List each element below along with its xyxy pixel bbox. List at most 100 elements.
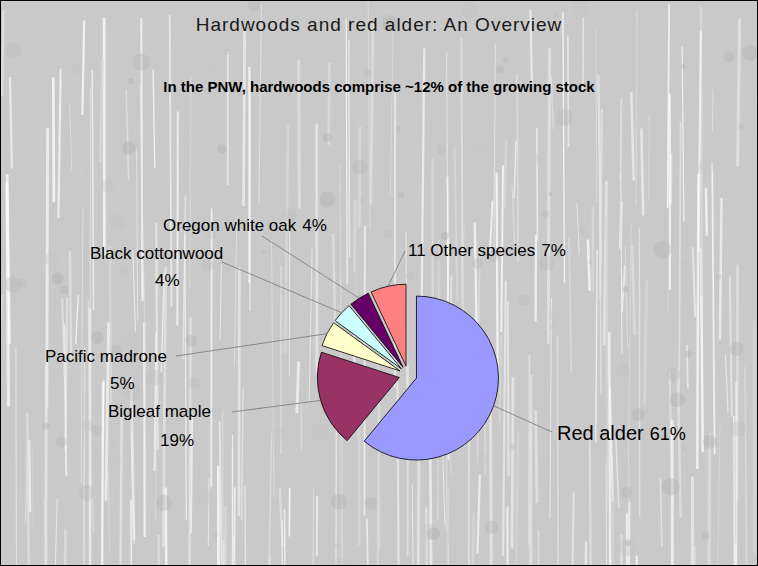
background-texture (147, 369, 163, 385)
background-texture (396, 126, 401, 131)
background-texture (455, 147, 458, 302)
background-texture (556, 109, 573, 126)
background-texture (52, 77, 55, 202)
background-texture (285, 509, 286, 566)
background-texture (248, 0, 261, 11)
background-texture (157, 535, 160, 566)
background-texture (44, 366, 47, 566)
background-texture (353, 200, 356, 272)
background-texture (632, 245, 635, 335)
background-texture (717, 422, 720, 566)
background-texture (269, 427, 285, 443)
background-texture (506, 301, 509, 476)
background-texture (343, 490, 348, 495)
background-texture (132, 54, 149, 71)
background-texture (285, 125, 288, 353)
background-texture (262, 250, 266, 254)
background-texture (156, 495, 172, 511)
background-texture (734, 416, 735, 566)
background-texture (70, 251, 71, 360)
background-texture (500, 335, 501, 423)
background-texture (141, 86, 144, 301)
background-texture (217, 144, 227, 154)
background-texture (224, 49, 231, 56)
background-texture (363, 69, 371, 77)
background-texture (509, 444, 515, 450)
background-texture (644, 280, 646, 405)
background-texture (712, 163, 714, 455)
category-label: Red alder (557, 422, 644, 444)
background-texture (378, 386, 379, 566)
background-texture (113, 456, 121, 464)
background-texture (693, 247, 695, 317)
background-texture (530, 153, 542, 165)
background-texture (327, 63, 330, 145)
background-texture (390, 18, 393, 197)
background-texture (144, 274, 146, 478)
background-texture (313, 504, 315, 566)
background-texture (367, 519, 368, 566)
background-texture (358, 127, 361, 228)
background-texture (691, 478, 692, 566)
leader-line (494, 406, 552, 432)
background-texture (59, 286, 68, 295)
background-texture (625, 246, 627, 349)
pie-slice (371, 284, 406, 366)
background-texture (90, 87, 91, 385)
pie (317, 284, 498, 460)
background-texture (220, 265, 221, 340)
background-texture (364, 497, 377, 510)
background-texture (448, 545, 449, 566)
background-texture (485, 520, 498, 533)
background-texture (206, 66, 215, 75)
background-texture (616, 440, 619, 508)
background-texture (735, 382, 737, 546)
background-texture (331, 494, 347, 510)
data-labels: Red alder61%Bigleaf maple19%Pacific madr… (45, 216, 686, 450)
background-texture (323, 133, 332, 142)
background-texture (311, 424, 328, 441)
background-texture (511, 377, 515, 548)
background-texture (222, 409, 224, 566)
background-texture (621, 174, 622, 353)
background-texture (691, 476, 694, 566)
background-texture (730, 421, 746, 437)
background-texture (5, 42, 21, 58)
background-texture (620, 487, 632, 499)
background-texture (619, 538, 636, 555)
background-texture (108, 469, 110, 553)
background-texture (242, 388, 244, 520)
background-texture (668, 4, 669, 208)
background-texture (679, 121, 681, 410)
leader-line (388, 251, 405, 286)
background-texture (697, 174, 698, 469)
background-texture (596, 250, 597, 443)
title: Hardwoods and red alder: An Overview (196, 14, 563, 35)
background-texture (685, 351, 692, 358)
background-texture (319, 191, 335, 207)
background-texture (725, 355, 728, 413)
background-texture (5, 277, 21, 293)
background-texture (716, 274, 722, 280)
background-texture (103, 18, 106, 257)
background-texture (128, 78, 134, 84)
background-texture (234, 216, 237, 366)
background-texture (667, 368, 681, 382)
value-label: 4% (302, 216, 327, 235)
background-texture (43, 423, 50, 430)
background-texture (503, 57, 509, 63)
background-texture (636, 556, 637, 566)
category-label: Black cottonwood (90, 244, 223, 263)
background-texture (609, 332, 610, 566)
background-texture (549, 310, 560, 321)
background-texture (52, 272, 64, 284)
background-texture (635, 10, 637, 206)
background-texture (599, 167, 601, 395)
background-texture (220, 422, 222, 566)
slice-label: Red alder61% (557, 422, 686, 444)
background-texture (297, 361, 299, 413)
background-texture (188, 377, 200, 389)
background-texture (101, 179, 115, 193)
background-texture (720, 198, 722, 340)
background-texture (625, 540, 631, 546)
